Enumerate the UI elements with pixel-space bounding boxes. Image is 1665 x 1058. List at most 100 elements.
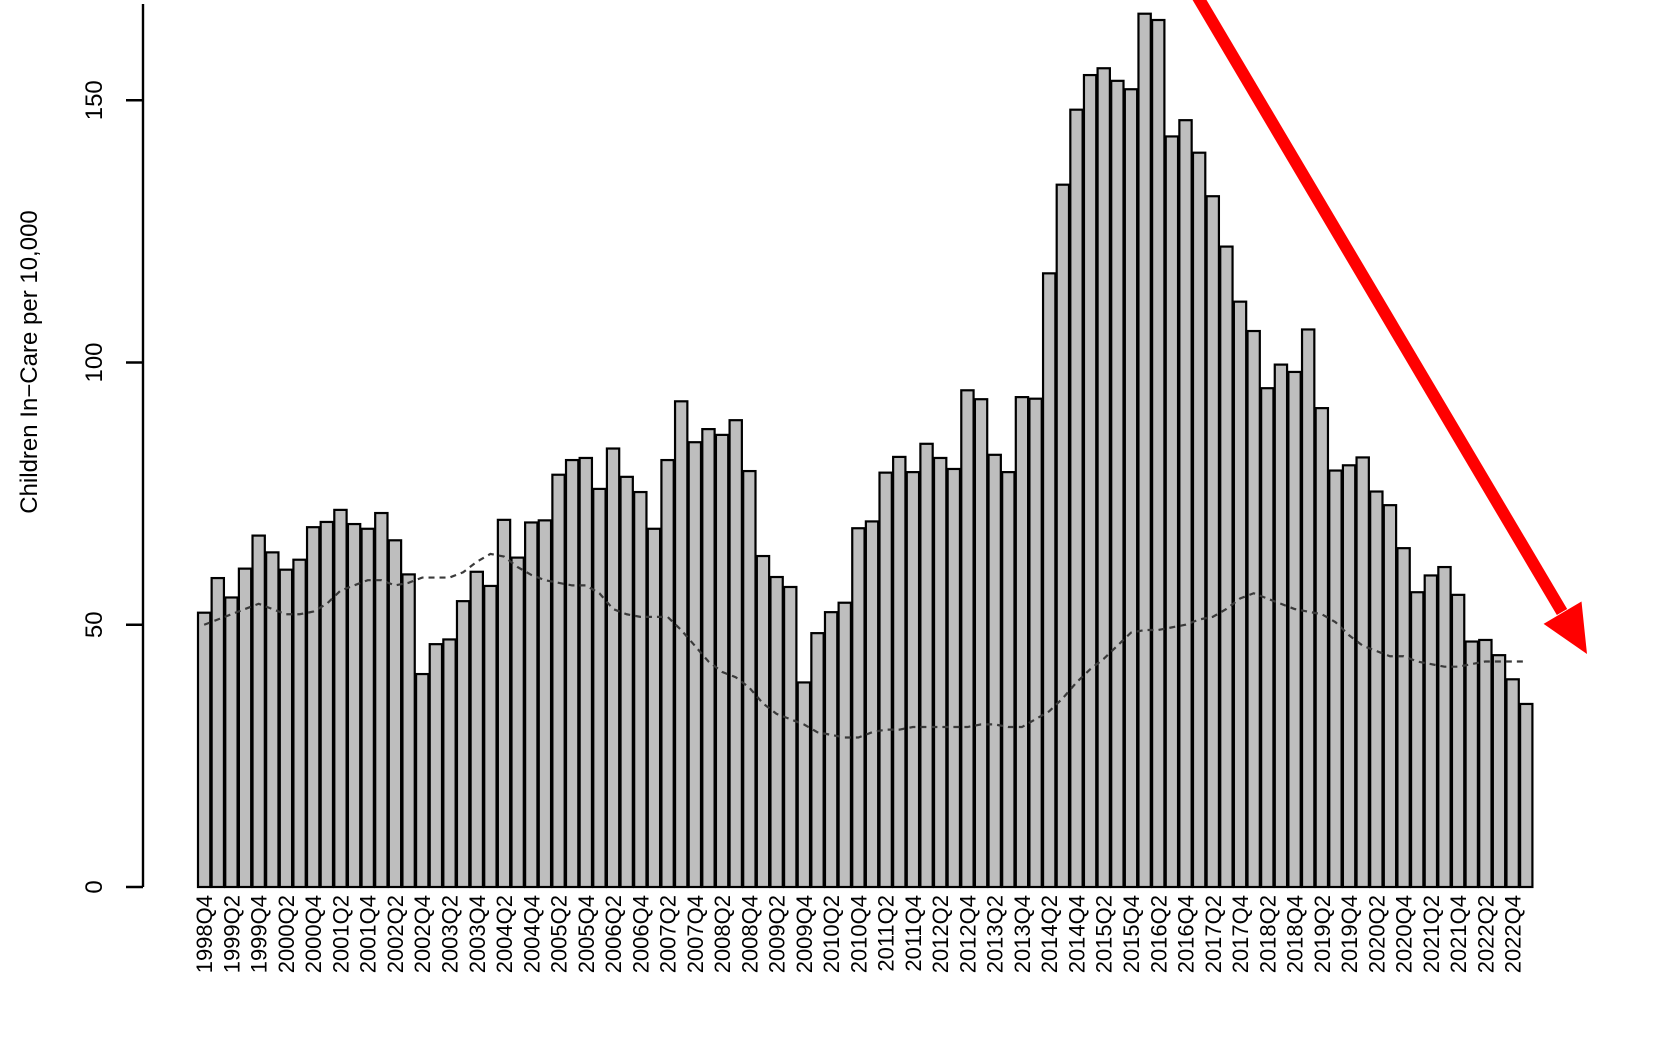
x-tick-label-2015Q2: 2015Q2 xyxy=(1092,895,1117,973)
bar-2011Q2 xyxy=(878,471,893,889)
x-tick-label-2001Q2: 2001Q2 xyxy=(328,895,353,973)
bar-2007Q1 xyxy=(646,527,662,889)
x-tick-label-2019Q4: 2019Q4 xyxy=(1337,895,1362,973)
x-tick-label-2019Q2: 2019Q2 xyxy=(1310,895,1335,973)
red-arrow-head xyxy=(1543,601,1587,654)
bar-2008Q1 xyxy=(701,428,716,889)
bar-2014Q3 xyxy=(1055,183,1071,889)
x-tick-label-2013Q2: 2013Q2 xyxy=(983,895,1008,973)
bar-2005Q1 xyxy=(537,519,553,889)
x-axis-tick-labels: 1998Q4 1999Q2 1999Q4 2000Q2 2000Q4 2001Q2 2001… xyxy=(192,895,1525,973)
x-tick-label-2015Q4: 2015Q4 xyxy=(1119,895,1144,973)
bar-2020Q2 xyxy=(1369,490,1384,889)
bar-2002Q2 xyxy=(387,539,403,889)
bar-2013Q1 xyxy=(973,398,989,889)
bar-2013Q4 xyxy=(1014,396,1030,889)
bar-2010Q3 xyxy=(837,601,853,889)
bar-2006Q4 xyxy=(633,490,648,889)
x-tick-label-2018Q2: 2018Q2 xyxy=(1255,895,1280,973)
bar-2017Q3 xyxy=(1219,245,1234,889)
x-tick-label-2006Q4: 2006Q4 xyxy=(628,895,653,973)
bar-2021Q2 xyxy=(1423,574,1439,889)
x-tick-label-2012Q2: 2012Q2 xyxy=(928,895,953,973)
x-tick-label-2007Q2: 2007Q2 xyxy=(656,895,681,973)
bar-2022Q1 xyxy=(1464,640,1479,889)
bar-2001Q2 xyxy=(333,508,348,889)
bar-2020Q1 xyxy=(1355,456,1370,889)
bar-series xyxy=(196,12,1534,889)
y-tick-label-100: 100 xyxy=(81,342,108,382)
bar-2010Q2 xyxy=(823,611,839,889)
bar-2000Q2 xyxy=(278,568,294,889)
bar-2009Q1 xyxy=(755,554,771,889)
bar-2013Q2 xyxy=(987,453,1002,889)
bar-2018Q3 xyxy=(1273,363,1289,889)
bar-2022Q2 xyxy=(1478,638,1493,889)
x-tick-label-2021Q4: 2021Q4 xyxy=(1446,895,1471,973)
x-tick-label-2020Q4: 2020Q4 xyxy=(1392,895,1417,973)
bar-2011Q1 xyxy=(864,520,880,889)
bar-2003Q2 xyxy=(442,638,457,889)
x-tick-label-2014Q2: 2014Q2 xyxy=(1037,895,1062,973)
bar-2007Q3 xyxy=(673,400,689,889)
bar-2012Q3 xyxy=(946,467,962,889)
bar-2004Q1 xyxy=(483,584,498,889)
bar-2006Q2 xyxy=(605,447,621,889)
x-tick-label-2004Q4: 2004Q4 xyxy=(519,895,544,973)
bar-1999Q3 xyxy=(237,567,253,889)
bar-2019Q1 xyxy=(1300,328,1316,889)
bar-1999Q4 xyxy=(251,534,266,889)
bar-2017Q2 xyxy=(1205,195,1221,889)
bar-2000Q3 xyxy=(292,558,307,889)
bar-2016Q3 xyxy=(1164,135,1180,889)
x-tick-label-2022Q2: 2022Q2 xyxy=(1473,895,1498,973)
x-tick-label-2002Q4: 2002Q4 xyxy=(410,895,435,973)
bar-2010Q4 xyxy=(851,527,866,889)
bar-2002Q1 xyxy=(374,511,389,889)
bar-2014Q1 xyxy=(1028,397,1043,889)
bar-2020Q3 xyxy=(1382,504,1398,889)
x-tick-label-2008Q2: 2008Q2 xyxy=(710,895,735,973)
bar-2018Q2 xyxy=(1260,387,1275,889)
x-tick-label-2006Q2: 2006Q2 xyxy=(601,895,626,973)
y-axis-label: Children In−Care per 10,000 xyxy=(16,210,43,514)
bar-2015Q3 xyxy=(1110,79,1125,889)
bar-2014Q2 xyxy=(1041,272,1057,889)
x-tick-label-2021Q2: 2021Q2 xyxy=(1419,895,1444,973)
x-tick-label-2016Q4: 2016Q4 xyxy=(1174,895,1199,973)
bar-2001Q4 xyxy=(360,527,375,889)
bar-2004Q4 xyxy=(524,521,539,889)
bar-2021Q3 xyxy=(1437,565,1452,889)
bar-2011Q4 xyxy=(905,471,921,889)
bar-2008Q4 xyxy=(742,469,757,889)
bar-2020Q4 xyxy=(1396,547,1411,889)
bar-2017Q4 xyxy=(1232,300,1248,889)
x-tick-label-2012Q4: 2012Q4 xyxy=(955,895,980,973)
bar-2021Q4 xyxy=(1450,593,1466,889)
bar-2008Q3 xyxy=(728,419,743,889)
bar-2016Q2 xyxy=(1150,18,1166,889)
x-tick-label-2003Q4: 2003Q4 xyxy=(465,895,490,973)
red-arrow-annotation xyxy=(1192,0,1587,654)
bar-2016Q1 xyxy=(1137,12,1152,889)
bar-2012Q4 xyxy=(960,389,975,889)
bar-2000Q4 xyxy=(305,526,321,889)
bar-2018Q1 xyxy=(1246,329,1261,889)
bar-2006Q1 xyxy=(592,487,607,889)
bar-2016Q4 xyxy=(1178,119,1193,889)
x-tick-label-2003Q2: 2003Q2 xyxy=(437,895,462,973)
x-tick-label-2000Q4: 2000Q4 xyxy=(301,895,326,973)
bar-2006Q3 xyxy=(619,475,634,889)
x-tick-label-2018Q4: 2018Q4 xyxy=(1283,895,1308,973)
bar-2018Q4 xyxy=(1287,370,1302,889)
x-tick-label-2022Q4: 2022Q4 xyxy=(1501,895,1526,973)
bar-2003Q3 xyxy=(455,600,471,889)
red-arrow-shaft xyxy=(1192,0,1568,616)
bar-2002Q3 xyxy=(401,573,416,889)
bar-2022Q4 xyxy=(1505,678,1520,889)
x-tick-label-2008Q4: 2008Q4 xyxy=(737,895,762,973)
bar-2003Q1 xyxy=(428,643,444,889)
y-tick-label-0: 0 xyxy=(81,880,108,893)
bar-2007Q4 xyxy=(687,441,703,889)
